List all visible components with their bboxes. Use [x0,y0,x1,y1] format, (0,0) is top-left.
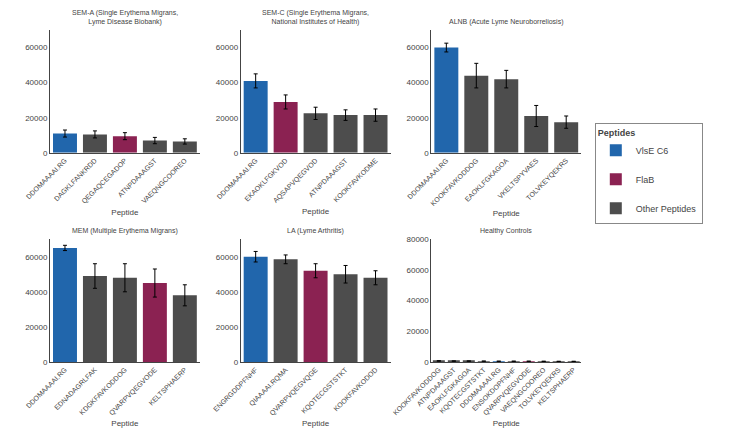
svg-text:KQOTECGSTSTKT: KQOTECGSTSTKT [438,366,488,416]
svg-text:20000: 20000 [407,327,430,336]
svg-text:Peptide: Peptide [111,208,139,217]
svg-text:QIAAAAI.RQMA: QIAAAAI.RQMA [248,366,290,408]
svg-text:QEGAQCEGADOP: QEGAQCEGADOP [80,157,129,206]
svg-text:Peptide: Peptide [302,419,330,428]
svg-text:KELTSPHAERP: KELTSPHAERP [536,366,577,407]
svg-text:FlaB: FlaB [636,175,655,185]
svg-text:0: 0 [43,149,48,158]
svg-text:KOOKFAVKODDOG: KOOKFAVKODDOG [392,366,442,416]
svg-text:Peptide: Peptide [111,419,139,428]
svg-text:QVARPVQEGVQGE: QVARPVQEGVQGE [268,366,319,417]
svg-text:KOOKFAVKODDOG: KOOKFAVKODDOG [429,157,479,207]
svg-text:KDGKFAVKODDOG: KDGKFAVKODDOG [78,366,128,416]
svg-text:VAEQNGCOOREO: VAEQNGCOOREO [140,157,189,206]
svg-text:40000: 40000 [216,288,239,297]
svg-text:40000: 40000 [407,296,430,305]
svg-text:DDOMAAAAI.RG: DDOMAAAAI.RG [406,157,449,200]
svg-text:20000: 20000 [25,114,48,123]
svg-text:40000: 40000 [216,78,239,87]
svg-text:60000: 60000 [25,253,48,262]
svg-text:Peptide: Peptide [493,209,521,218]
svg-text:0: 0 [43,358,48,367]
svg-text:60000: 60000 [216,43,239,52]
svg-text:20000: 20000 [216,114,239,123]
svg-text:VlsE C6: VlsE C6 [636,146,669,156]
svg-text:ATNPDAAAGST: ATNPDAAAGST [307,156,349,198]
svg-text:40000: 40000 [407,78,430,87]
svg-text:TOLVKEYQEKRS: TOLVKEYQEKRS [517,366,563,412]
svg-text:TOLVKEYQEKRS: TOLVKEYQEKRS [525,157,571,203]
svg-text:DDOMAAAAI.RG: DDOMAAAAI.RG [215,157,258,200]
svg-text:DDOMAAAAI.RG: DDOMAAAAI.RG [25,157,68,200]
svg-text:KOOKFAVKODME: KOOKFAVKODME [332,157,379,204]
svg-text:0: 0 [424,358,429,367]
svg-text:0: 0 [424,149,429,158]
svg-text:Peptides: Peptides [598,128,636,138]
svg-text:ENSOKDOPFNHF: ENSOKDOPFNHF [471,366,517,412]
svg-text:KELTSPHAERP: KELTSPHAERP [147,366,188,407]
svg-text:ATNPDAAAGST: ATNPDAAAGST [416,366,458,408]
svg-text:SEM-A (Single Erythema Migrans: SEM-A (Single Erythema Migrans,Lyme Dise… [72,9,178,26]
svg-text:40000: 40000 [25,78,48,87]
svg-text:DAGKLFANKRDD: DAGKLFANKRDD [53,157,98,202]
svg-text:KQOTECGSTSTKT: KQOTECGSTSTKT [300,366,350,416]
svg-text:EAOKLFGKAGOA: EAOKLFGKAGOA [426,366,472,412]
svg-text:Other Peptides: Other Peptides [636,204,697,214]
svg-text:EKAOKLFGKVOD: EKAOKLFGKVOD [243,157,289,203]
svg-text:0: 0 [234,149,239,158]
svg-text:QVARPVQEGVODE: QVARPVQEGVODE [482,366,533,417]
svg-text:60000: 60000 [25,43,48,52]
svg-text:VAEQNGCOOREO: VAEQNGCOOREO [499,366,548,415]
svg-text:MEM (Multiple Erythema Migrans: MEM (Multiple Erythema Migrans) [72,227,178,235]
svg-text:AQSAPVQEGVOD: AQSAPVQEGVOD [272,157,320,205]
svg-text:DDOMAAAAI.RG: DDOMAAAAI.RG [25,366,68,409]
svg-text:LA (Lyme Arthritis): LA (Lyme Arthritis) [287,227,344,235]
svg-text:KOOKFAVKODOD: KOOKFAVKODOD [332,366,378,412]
svg-text:QVARPVQEGVODE: QVARPVQEGVODE [108,366,159,417]
svg-text:Peptide: Peptide [493,419,521,428]
svg-text:VKELTSPYVAES: VKELTSPYVAES [496,157,539,200]
svg-text:ALNB (Acute Lyme Neuroborrelio: ALNB (Acute Lyme Neuroborreliosis) [449,18,564,26]
svg-text:ENGRGDDPFNHF: ENGRGDDPFNHF [212,366,259,413]
svg-text:20000: 20000 [25,323,48,332]
svg-text:40000: 40000 [25,288,48,297]
svg-text:DDOMAAAAI.RG: DDOMAAAAI.RG [459,366,502,409]
svg-text:20000: 20000 [216,323,239,332]
svg-text:80000: 80000 [407,235,430,244]
svg-text:60000: 60000 [407,43,430,52]
svg-text:60000: 60000 [216,253,239,262]
svg-text:20000: 20000 [407,114,430,123]
svg-text:SEM-C (Single Erythema Migrans: SEM-C (Single Erythema Migrans,National … [262,9,369,26]
svg-text:Healthy Controls: Healthy Controls [480,227,532,235]
svg-text:0: 0 [234,358,239,367]
svg-text:60000: 60000 [407,266,430,275]
svg-text:ATNPDAAAGST: ATNPDAAAGST [117,156,159,198]
svg-text:EDNADAGRLFAK: EDNADAGRLFAK [53,366,98,411]
svg-text:EAOKLFGKAGOA: EAOKLFGKAGOA [464,157,510,203]
svg-text:Peptide: Peptide [302,207,330,216]
